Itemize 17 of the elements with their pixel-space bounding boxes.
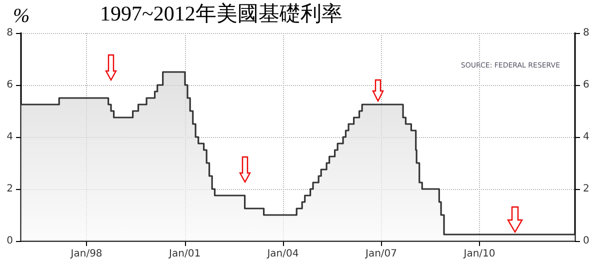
y-axis-title: %: [13, 5, 30, 27]
x-tick-label: Jan/07: [364, 248, 398, 260]
y2-tick-label: 8: [583, 28, 590, 38]
y-tick-label: 0: [6, 236, 13, 246]
x-tick-label: Jan/10: [462, 248, 496, 260]
y-tick-label: 8: [6, 28, 13, 38]
y2-tick-label: 4: [583, 132, 590, 142]
y2-tick-label: 6: [583, 80, 590, 90]
y-tick-label: 2: [6, 184, 13, 194]
x-tick-label: Jan/01: [168, 248, 201, 260]
y2-tick-label: 0: [583, 236, 590, 246]
chart-title: 1997~2012年美國基礎利率: [100, 2, 342, 26]
y2-tick-label: 2: [583, 184, 590, 194]
y-tick-label: 4: [6, 132, 13, 142]
y-tick-label: 6: [6, 80, 13, 90]
x-tick-label: Jan/98: [70, 248, 102, 260]
x-tick-label: Jan/04: [266, 248, 299, 260]
